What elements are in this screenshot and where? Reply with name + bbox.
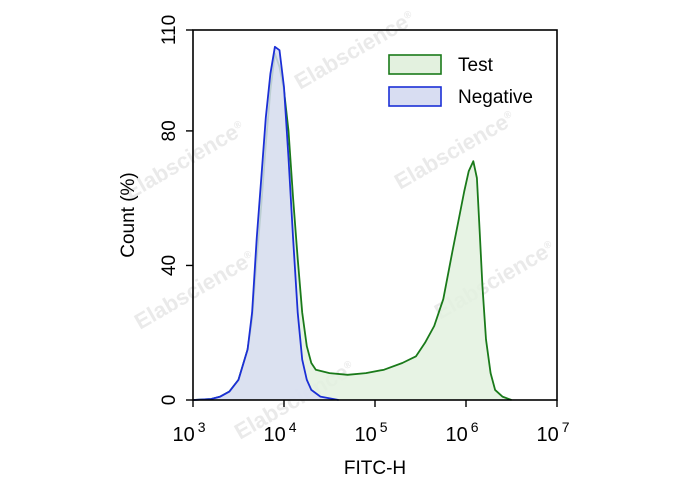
series-line-negative <box>192 45 339 401</box>
legend: Test Negative <box>388 54 533 108</box>
x-axis-title: FITC-H <box>344 458 406 479</box>
y-tick-label: 80 <box>159 120 180 141</box>
y-axis-title: Count (%) <box>118 172 139 258</box>
y-tick-label: 40 <box>159 255 180 276</box>
watermark-1: Elabscience® <box>290 5 420 94</box>
ticks-layer: 10 3 10 4 10 5 10 6 10 7 0 40 80 110 <box>159 15 570 446</box>
x-tick-label: 10 3 <box>172 419 205 446</box>
legend-swatch-negative <box>388 86 442 107</box>
legend-label-negative: Negative <box>458 87 533 108</box>
watermark-2: Elabscience® <box>120 115 250 204</box>
x-tick-label: 10 5 <box>354 419 387 446</box>
watermark-4: Elabscience® <box>130 245 260 334</box>
x-tick-label: 10 7 <box>536 419 569 446</box>
series-area-negative <box>193 46 339 401</box>
legend-swatch-test <box>388 54 442 75</box>
watermark-3: Elabscience® <box>390 105 520 194</box>
y-tick-label: 110 <box>159 15 180 45</box>
series-layer <box>192 45 512 401</box>
legend-label-test: Test <box>458 55 494 76</box>
y-tick-label: 0 <box>159 395 180 406</box>
x-tick-label: 10 4 <box>263 419 296 446</box>
x-tick-label: 10 6 <box>445 419 478 446</box>
